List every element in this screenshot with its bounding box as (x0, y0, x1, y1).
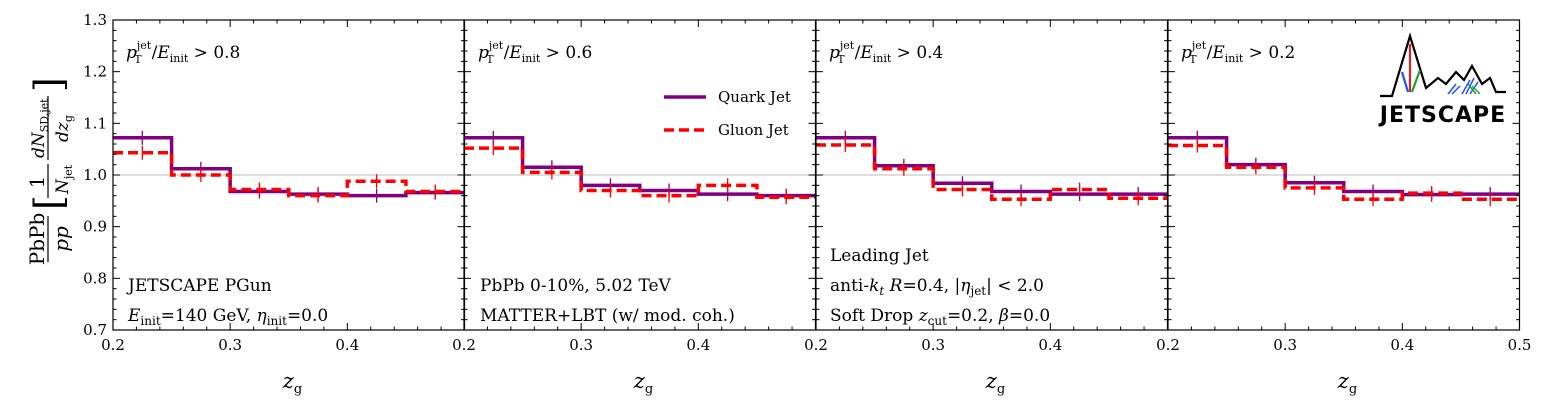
x-tick-label: 0.5 (1508, 336, 1532, 354)
ylabel-njet: Njet (53, 164, 75, 195)
x-axis-label-z: z (633, 369, 646, 393)
y-tick-label: 0.9 (83, 218, 107, 236)
y-tick-label: 0.7 (83, 321, 107, 339)
panel-2-title: pjet T/Einit > 0.6 (478, 39, 592, 66)
x-axis-label-sub: g (1349, 382, 1357, 397)
x-tick-label: 0.2 (1156, 336, 1180, 354)
panel-titles: pjet T/Einit > 0.8 pjet T/Einit > 0.6 pjet… (126, 39, 1295, 66)
logo-peaks-icon (1380, 32, 1506, 98)
x-tick-label: 0.3 (921, 336, 945, 354)
x-tick-label: 0.4 (1390, 336, 1414, 354)
panel-3-annotation-2: anti-kt R=0.4, |ηjet| < 2.0 (830, 276, 1044, 298)
y-tick-label: 1.0 (83, 166, 107, 184)
x-tick-label: 0.2 (101, 336, 125, 354)
panel-1: 0.2 0.3 0.4 zg 0.7 0.8 0.9 1.0 1.1 1.2 1.3 (83, 11, 466, 397)
x-axis-label: zg (1337, 369, 1357, 397)
panel-3: 0.2 0.3 0.4 zg (804, 19, 1169, 397)
logo-text: JETSCAPE (1378, 103, 1506, 128)
legend: Quark Jet Gluon Jet (664, 88, 791, 139)
gluon-series-line (113, 151, 465, 198)
gluon-series-line (464, 146, 816, 199)
logo-green-fan-icon (1467, 83, 1481, 95)
x-axis-label-sub: g (997, 382, 1005, 397)
y-tick-label: 1.2 (83, 63, 107, 81)
x-tick-label: 0.2 (452, 336, 476, 354)
panel-1-annotation-1: JETSCAPE PGun (126, 276, 272, 296)
x-tick-label: 0.3 (569, 336, 593, 354)
x-axis-label-sub: g (645, 382, 653, 397)
panel-annotations: JETSCAPE PGun Einit=140 GeV, ηinit=0.0 P… (126, 246, 1050, 328)
panel-2: 0.2 0.3 0.4 zg (452, 19, 817, 397)
x-axis-label: zg (633, 369, 653, 397)
x-axis-label-z: z (282, 369, 295, 393)
logo-blue-track-icon (1400, 71, 1410, 93)
ylabel-right-bracket: ] (27, 77, 71, 92)
panel-4-title: pjet T/Einit > 0.2 (1181, 39, 1295, 66)
panel-2-annotation-2: MATTER+LBT (w/ mod. coh.) (480, 306, 735, 326)
x-axis-label-sub: g (294, 382, 302, 397)
ylabel-dz: dzg (53, 115, 75, 142)
y-tick-label: 1.1 (83, 114, 107, 132)
x-axis-label-z: z (1337, 369, 1350, 393)
x-axis-label: zg (282, 369, 302, 397)
y-tick-label: 1.3 (83, 11, 107, 29)
ylabel-num: PbPb (25, 213, 49, 266)
gluon-series-line (1168, 143, 1520, 202)
panel-3-annotation-3: Soft Drop zcut=0.2, β=0.0 (830, 306, 1050, 328)
x-tick-label: 0.4 (1038, 336, 1062, 354)
x-tick-label: 0.3 (218, 336, 242, 354)
x-tick-label: 0.4 (686, 336, 710, 354)
x-axis-label-z: z (985, 369, 998, 393)
logo-green-track-icon (1410, 69, 1422, 93)
jetscape-logo: JETSCAPE (1378, 32, 1506, 128)
x-tick-label: 0.3 (1273, 336, 1297, 354)
y-tick-label: 0.8 (83, 269, 107, 287)
ylabel-one: 1 (25, 176, 49, 189)
panel-4: 0.2 0.3 0.4 0.5 zg (1156, 19, 1532, 397)
panel-2-annotation-1: PbPb 0-10%, 5.02 TeV (480, 276, 672, 296)
legend-gluon-label: Gluon Jet (718, 121, 789, 139)
legend-quark-label: Quark Jet (718, 88, 791, 106)
x-tick-label: 0.2 (804, 336, 828, 354)
ylabel-left-bracket: [ (27, 195, 71, 210)
logo-blue-fan-icon (1447, 77, 1479, 95)
panel-3-title: pjet T/Einit > 0.4 (829, 39, 943, 66)
quark-series-line (464, 136, 816, 198)
ylabel-den: pp (49, 226, 73, 252)
y-axis-label: PbPb pp [ 1 Njet dNSD,jet dzg ] (25, 77, 75, 265)
panel-1-annotation-2: Einit=140 GeV, ηinit=0.0 (127, 306, 328, 328)
x-axis-label: zg (985, 369, 1005, 397)
panel-1-title: pjet T/Einit > 0.8 (126, 39, 240, 66)
panel-3-annotation-1: Leading Jet (830, 246, 929, 266)
x-tick-label: 0.4 (335, 336, 359, 354)
gluon-series-line (816, 143, 1168, 202)
quark-series-line (113, 136, 465, 198)
